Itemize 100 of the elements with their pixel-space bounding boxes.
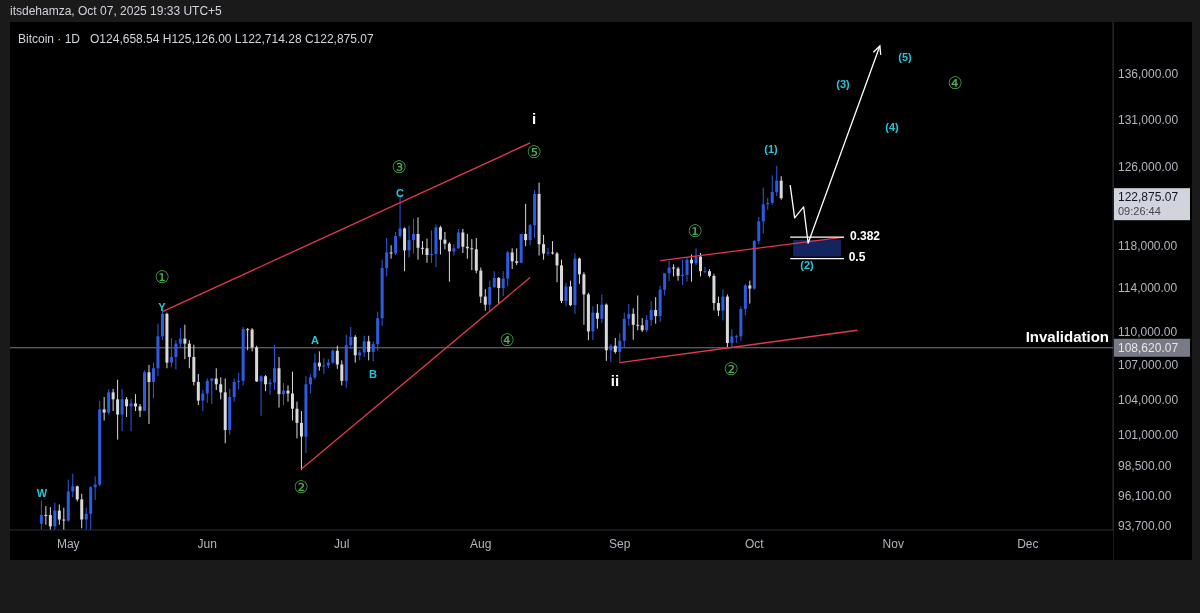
candlestick [71,473,75,499]
candlestick [470,238,474,271]
candlestick [371,340,375,362]
candlestick [416,216,420,261]
candlestick [542,234,546,261]
candlestick [120,388,124,432]
candlestick [627,303,631,327]
annotation: ⑤ [526,143,542,163]
y-tick-label: 131,000.00 [1118,112,1179,127]
candlestick [286,384,290,403]
candlestick [568,280,572,307]
annotation: W [36,486,48,499]
candlestick [456,228,460,250]
candlestick [340,359,344,386]
y-tick-label: 107,000.00 [1118,358,1179,373]
candlestick [205,378,209,404]
x-tick-label: Nov [882,537,904,551]
candlestick [169,337,173,368]
candlestick [403,226,407,272]
candlestick [555,251,559,283]
annotation: ① [154,268,170,288]
candlestick [385,237,389,277]
candlestick [84,507,88,530]
y-tick-label: 118,000.00 [1118,239,1178,254]
candlestick [425,238,429,264]
candlestick [748,280,752,305]
annotation: B [369,367,378,380]
text: O124,658.54 H125,126.00 L122,714.28 C122,875.07 [90,32,374,46]
candlestick [721,289,725,321]
candlestick [438,225,442,255]
candlestick [452,243,456,257]
x-tick-label: May [56,537,80,551]
text: itsdehamza, Oct 07, 2025 19:33 UTC+5 [10,4,223,18]
candlestick [129,398,133,432]
candlestick [600,293,604,324]
candlestick [730,328,734,349]
candlestick [447,241,451,283]
annotation: (1) [764,142,779,155]
candlestick [125,396,129,418]
annotation: C [396,186,405,199]
candlestick [187,339,191,369]
candlestick [102,396,106,421]
candlestick [501,270,505,297]
candlestick [577,257,581,285]
candlestick [551,240,555,255]
candlestick [595,303,599,330]
candlestick [497,276,501,305]
candlestick [57,503,61,526]
candlestick [703,266,707,274]
candlestick [757,216,761,245]
candlestick [676,266,680,282]
candlestick [250,327,254,352]
candlestick [44,505,48,526]
candlestick [528,223,532,246]
candlestick [48,506,52,530]
candlestick [779,175,783,201]
annotation: 0.5 [848,250,866,265]
candlestick [39,500,43,530]
candlestick [147,364,151,425]
candlestick [353,334,357,364]
x-tick-label: Jul [334,537,350,551]
candlestick [295,401,299,439]
candlestick [111,388,115,412]
x-tick-label: Oct [744,537,765,551]
candlestick [389,244,393,260]
candlestick [232,378,236,403]
candlestick [716,296,720,317]
candlestick [196,373,200,406]
candlestick [775,165,779,197]
annotation: A [311,333,320,346]
candlestick [53,502,57,530]
candlestick [636,295,640,331]
annotation: ② [723,360,739,380]
annotation: 0.382 [849,229,881,244]
y-tick-label: 101,000.00 [1118,428,1179,443]
annotation: i [531,109,537,127]
candlestick [151,362,155,399]
candlestick [201,389,205,412]
candlestick [681,259,685,286]
y-tick-label: 126,000.00 [1118,159,1179,174]
candlestick [412,218,416,254]
annotation: ② [293,478,309,498]
candlestick [761,187,765,234]
annotation: ③ [391,158,407,178]
candlestick [116,379,120,441]
candlestick [546,247,550,257]
annotation: ii [610,371,620,389]
candlestick [743,283,747,316]
candlestick [273,344,277,391]
candlestick [663,272,667,297]
candlestick [349,326,353,350]
candlestick [622,312,626,348]
candlestick [367,335,371,361]
candlestick [80,493,84,529]
ref-line-label: Invalidation [1025,327,1109,345]
candlestick [183,324,187,360]
annotation: Y [158,300,167,313]
text: 108,620.07 [1118,340,1179,355]
candlestick [474,237,478,274]
candlestick [421,240,424,255]
